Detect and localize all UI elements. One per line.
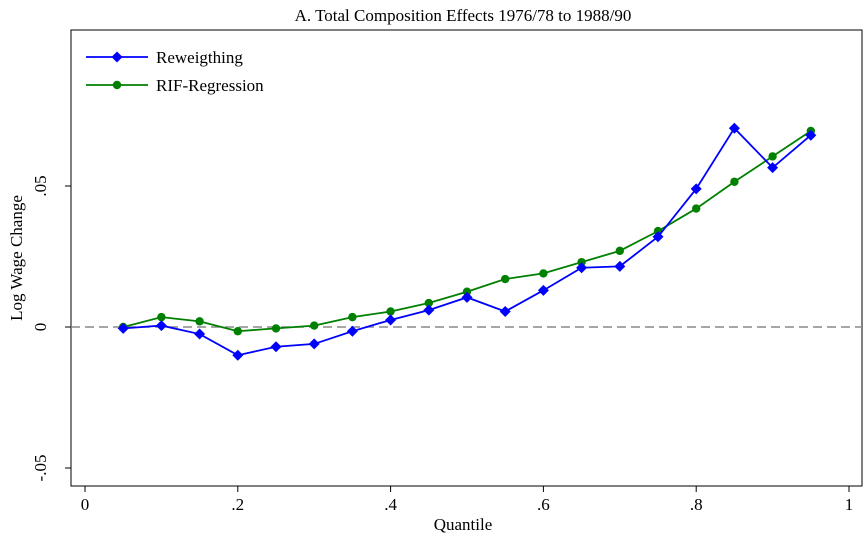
x-tick-label: .6: [537, 495, 550, 514]
data-point-reweigthing: [805, 129, 817, 141]
data-point-reweigthing: [270, 341, 282, 353]
data-point-rif-regression: [577, 257, 586, 267]
plot-frame: [70, 29, 863, 487]
series-reweigthing: [117, 122, 817, 361]
data-point-rif-regression: [157, 312, 166, 322]
x-axis-label: Quantile: [434, 515, 493, 534]
data-point-reweigthing: [194, 328, 206, 340]
x-axis: 0 .2 .4 .6 .8 1: [81, 486, 854, 514]
data-point-reweigthing: [461, 291, 473, 303]
legend-item-rif-regression: RIF-Regression: [86, 76, 264, 95]
legend-item-reweigthing: Reweigthing: [86, 48, 243, 67]
x-tick-label: .2: [231, 495, 244, 514]
data-point-reweigthing: [308, 338, 320, 350]
data-point-reweigthing: [423, 304, 435, 316]
y-tick-label: .05: [31, 175, 50, 196]
data-point-rif-regression: [692, 204, 701, 213]
data-point-rif-regression: [386, 307, 395, 316]
data-point-reweigthing: [346, 325, 358, 337]
data-point-rif-regression: [271, 324, 281, 333]
data-point-rif-regression: [730, 177, 739, 186]
x-tick-label: 0: [81, 495, 90, 514]
data-point-rif-regression: [768, 152, 777, 161]
legend-swatch-marker: [112, 80, 122, 90]
data-point-reweigthing: [614, 260, 626, 272]
series-rif-regression: [119, 126, 815, 336]
y-axis-label: Log Wage Change: [7, 195, 26, 321]
data-point-rif-regression: [462, 287, 472, 296]
x-tick-label: 1: [845, 495, 854, 514]
data-point-reweigthing: [499, 305, 511, 317]
legend: Reweigthing RIF-Regression: [86, 48, 264, 95]
data-point-rif-regression: [501, 274, 510, 284]
data-point-reweigthing: [690, 183, 702, 195]
data-point-reweigthing: [576, 262, 588, 274]
data-point-rif-regression: [233, 327, 242, 336]
x-tick-label: .4: [384, 495, 397, 514]
data-point-rif-regression: [195, 317, 204, 326]
legend-swatch-marker: [111, 51, 123, 63]
x-tick-label: .8: [690, 495, 703, 514]
data-point-reweigthing: [232, 349, 244, 361]
data-point-reweigthing: [117, 322, 129, 334]
legend-label: RIF-Regression: [156, 76, 264, 95]
data-point-reweigthing: [155, 320, 167, 332]
data-point-reweigthing: [537, 284, 549, 296]
series-line-reweigthing: [123, 126, 812, 357]
data-point-reweigthing: [385, 314, 397, 326]
data-point-reweigthing: [652, 231, 664, 243]
data-point-rif-regression: [348, 312, 357, 322]
data-point-reweigthing: [728, 122, 740, 134]
data-point-rif-regression: [424, 298, 433, 308]
y-tick-label: 0: [31, 323, 50, 332]
data-point-reweigthing: [767, 162, 779, 174]
series-layer: [117, 122, 817, 361]
legend-label: Reweigthing: [156, 48, 243, 67]
data-point-rif-regression: [615, 246, 624, 256]
y-tick-label: -.05: [31, 455, 50, 482]
data-point-rif-regression: [310, 321, 319, 330]
data-point-rif-regression: [539, 269, 548, 278]
y-axis: -.05 0 .05: [31, 175, 71, 481]
chart-title: A. Total Composition Effects 1976/78 to …: [295, 6, 632, 25]
